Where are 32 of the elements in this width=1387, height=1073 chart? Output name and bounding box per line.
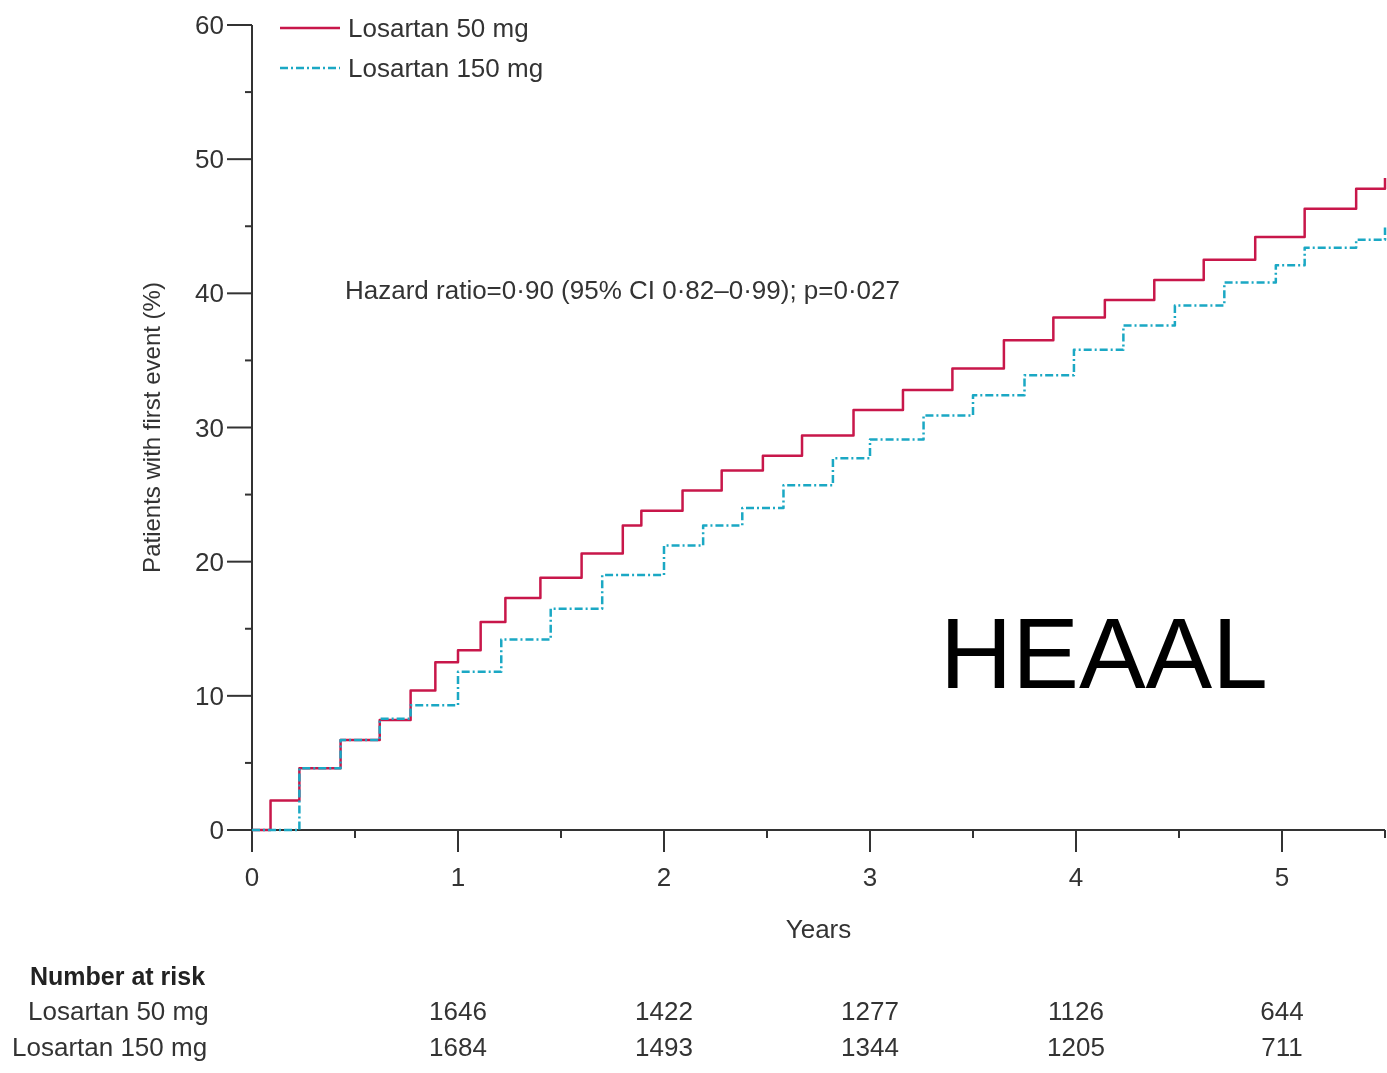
text: Number at risk	[30, 962, 206, 990]
text: 711	[1261, 1032, 1303, 1062]
y-tick-label: 30	[195, 412, 224, 443]
annotation: HEAAL	[940, 597, 1268, 709]
x-tick-label: 5	[1274, 862, 1290, 892]
text: 1646	[429, 996, 487, 1026]
y-tick-label: 40	[195, 278, 224, 309]
text: 1277	[841, 996, 899, 1026]
text: Losartan 150 mg	[12, 1032, 208, 1062]
x-tick-label: 4	[1068, 862, 1084, 892]
text: 1126	[1048, 996, 1104, 1026]
y-tick-label: 10	[195, 680, 224, 711]
x-tick-label: 2	[656, 862, 672, 892]
text: 1205	[1047, 1032, 1105, 1062]
legend-label: Losartan 50 mg	[348, 13, 529, 44]
x-tick-label: 1	[450, 862, 466, 892]
x-tick-label: 3	[862, 862, 878, 892]
x-axis-title: Years	[785, 914, 852, 944]
y-axis-title: Patients with first event (%)	[138, 282, 165, 573]
y-tick-label: 60	[195, 10, 224, 41]
text: Losartan 50 mg	[28, 996, 209, 1026]
y-tick-label: 50	[195, 144, 224, 175]
y-tick-label: 20	[195, 546, 224, 577]
y-tick-label: 0	[209, 815, 224, 846]
text: 1422	[635, 996, 693, 1026]
x-tick-label: 0	[244, 862, 260, 892]
text: 644	[1260, 996, 1304, 1026]
legend-label: Losartan 150 mg	[348, 53, 544, 84]
text: 1493	[635, 1032, 693, 1062]
text: 1684	[429, 1032, 487, 1062]
annotation: Hazard ratio=0·90 (95% CI 0·82–0·99); p=0·027	[345, 274, 900, 305]
text: 1344	[841, 1032, 899, 1062]
